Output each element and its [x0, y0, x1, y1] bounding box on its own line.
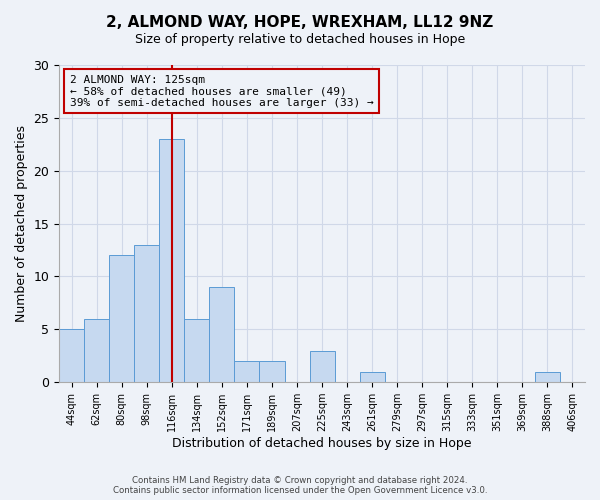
Bar — [84, 319, 109, 382]
Bar — [259, 361, 284, 382]
Y-axis label: Number of detached properties: Number of detached properties — [15, 125, 28, 322]
Text: Contains HM Land Registry data © Crown copyright and database right 2024.
Contai: Contains HM Land Registry data © Crown c… — [113, 476, 487, 495]
Bar — [160, 139, 184, 382]
Bar — [184, 319, 209, 382]
X-axis label: Distribution of detached houses by size in Hope: Distribution of detached houses by size … — [172, 437, 472, 450]
Bar — [535, 372, 560, 382]
Bar — [134, 245, 160, 382]
Bar — [109, 256, 134, 382]
Bar — [359, 372, 385, 382]
Text: 2 ALMOND WAY: 125sqm
← 58% of detached houses are smaller (49)
39% of semi-detac: 2 ALMOND WAY: 125sqm ← 58% of detached h… — [70, 74, 373, 108]
Bar — [59, 330, 84, 382]
Bar — [310, 350, 335, 382]
Text: 2, ALMOND WAY, HOPE, WREXHAM, LL12 9NZ: 2, ALMOND WAY, HOPE, WREXHAM, LL12 9NZ — [106, 15, 494, 30]
Text: Size of property relative to detached houses in Hope: Size of property relative to detached ho… — [135, 32, 465, 46]
Bar — [235, 361, 259, 382]
Bar — [209, 287, 235, 382]
